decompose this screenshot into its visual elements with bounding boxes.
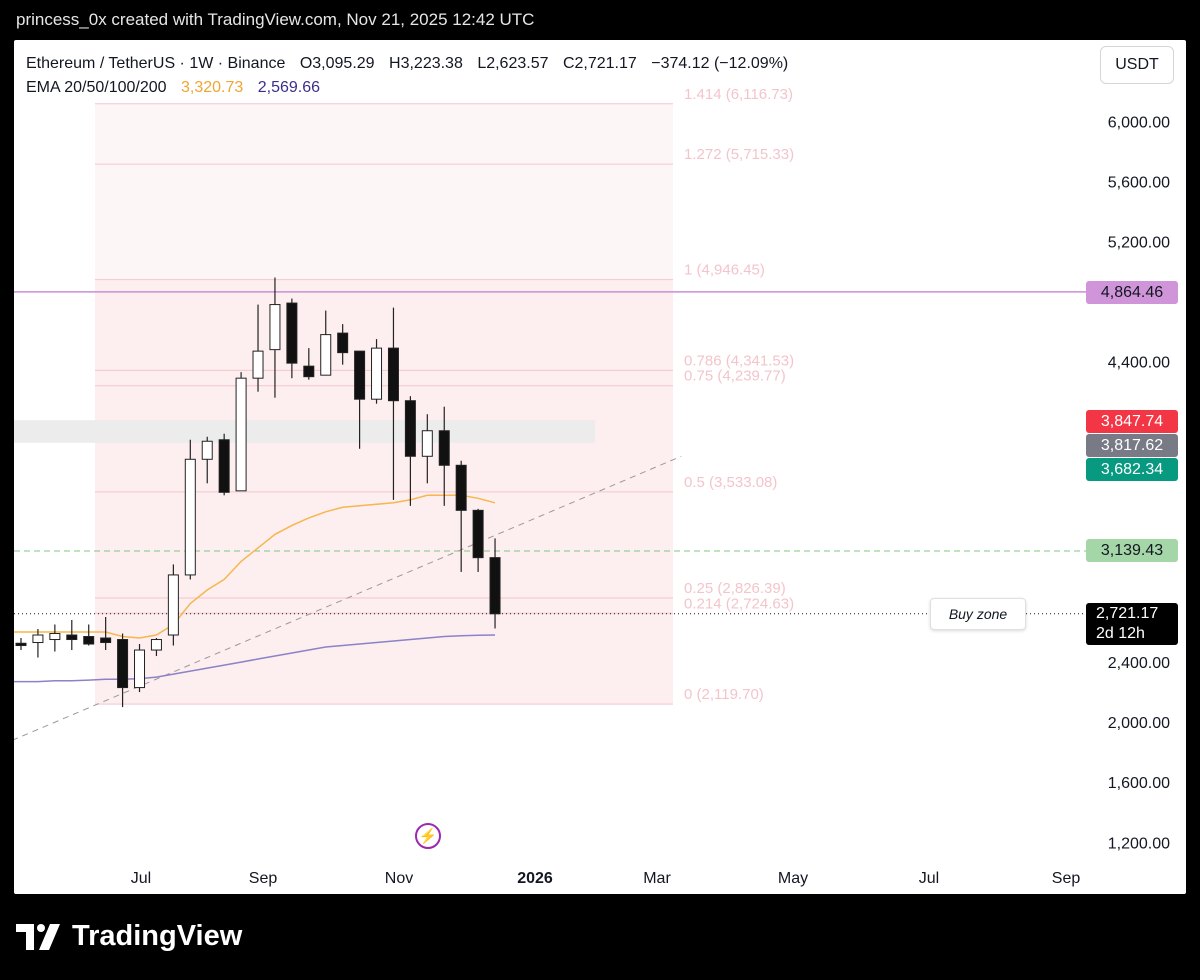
candle-body — [66, 634, 78, 641]
candle-body — [150, 639, 162, 651]
y-axis-tick-label: 5,600.00 — [1108, 174, 1170, 191]
tv-logo-icon — [16, 923, 60, 950]
fib-level-label: 0 (2,119.70) — [684, 686, 764, 703]
candle-body — [235, 377, 247, 492]
candle-body — [100, 637, 112, 644]
candle-body — [438, 430, 450, 466]
chart-canvas[interactable]: 1.414 (6,116.73) 1.272 (5,715.33) 1 (4,946… — [14, 40, 1186, 894]
x-axis-tick-label: Mar — [643, 870, 671, 887]
candle-body — [167, 574, 179, 636]
ema-value-2: 2,569.66 — [257, 79, 321, 96]
chart-caption: princess_0x created with TradingView.com… — [16, 10, 535, 29]
candle-body — [455, 464, 467, 511]
ohlc-open: O3,095.29 — [299, 55, 375, 72]
fib-level-label: 0.25 (2,826.39) — [684, 580, 786, 597]
y-axis-tick-label: 1,600.00 — [1108, 775, 1170, 792]
fib-level-label: 1.272 (5,715.33) — [684, 146, 794, 163]
last-price-badge: 2,721.17 2d 12h — [1086, 603, 1178, 645]
brand-name: TradingView — [72, 920, 243, 952]
y-axis-tick-label: 1,200.00 — [1108, 835, 1170, 852]
x-axis-tick-label: Jul — [131, 870, 151, 887]
candle-body — [489, 557, 501, 615]
y-axis-tick-label: 2,400.00 — [1108, 655, 1170, 672]
candle-body — [303, 365, 315, 378]
trend-line — [14, 455, 682, 741]
fib-level-label: 0.214 (2,724.63) — [684, 595, 794, 612]
ema-value-1: 3,320.73 — [181, 79, 244, 96]
candle-body — [15, 642, 27, 647]
x-axis-tick-label: Nov — [385, 870, 413, 887]
candle-body — [218, 439, 230, 493]
ohlc-change: −374.12 (−12.09%) — [651, 55, 789, 72]
candle-body — [184, 458, 196, 576]
candle-body — [472, 509, 484, 559]
ohlc-close: C2,721.17 — [562, 55, 637, 72]
chart-legend: Ethereum / TetherUS · 1W · Binance O3,09… — [26, 52, 788, 100]
y-axis-tick-label: 4,400.00 — [1108, 355, 1170, 372]
bar-countdown: 2d 12h — [1096, 625, 1145, 642]
price-badge-grey: 3,817.62 — [1086, 434, 1178, 457]
fib-extension-zone — [95, 103, 673, 280]
x-axis-tick-label: Sep — [249, 870, 278, 887]
tradingview-logo: TradingView — [16, 920, 242, 953]
candle-body — [354, 350, 366, 400]
x-axis-tick-label: May — [778, 870, 808, 887]
y-axis-tick-label: 6,000.00 — [1108, 114, 1170, 131]
ohlc-low: L2,623.57 — [477, 55, 549, 72]
candle-body — [421, 430, 433, 457]
ema-fast-line — [14, 494, 496, 639]
chart-panel[interactable]: 1.414 (6,116.73) 1.272 (5,715.33) 1 (4,946… — [14, 40, 1186, 894]
candle-body — [134, 649, 146, 689]
candle-body — [252, 350, 264, 379]
candle-body — [269, 304, 281, 351]
ema-indicator-label[interactable]: EMA 20/50/100/200 — [26, 79, 167, 96]
fib-level-label: 0.786 (4,341.53) — [684, 352, 794, 369]
x-axis-tick-label: Sep — [1052, 870, 1081, 887]
symbol-name[interactable]: Ethereum / TetherUS · 1W · Binance — [26, 55, 286, 72]
currency-button[interactable]: USDT — [1100, 46, 1174, 84]
candle-body — [83, 636, 95, 645]
fib-level-label: 0.5 (3,533.08) — [684, 474, 777, 491]
fib-level-label: 0.75 (4,239.77) — [684, 368, 786, 385]
candle-body — [320, 334, 332, 376]
price-badge-green: 3,139.43 — [1086, 539, 1178, 562]
price-badge-red: 3,847.74 — [1086, 410, 1178, 433]
grey-zone — [14, 420, 595, 443]
candle-body — [404, 400, 416, 457]
y-axis-tick-label: 2,000.00 — [1108, 715, 1170, 732]
candle-body — [49, 633, 61, 641]
price-badge-violet: 4,864.46 — [1086, 281, 1178, 304]
candle-body — [32, 634, 44, 644]
fib-level-label: 1.414 (6,116.73) — [684, 86, 793, 103]
x-axis-tick-label: Jul — [919, 870, 939, 887]
last-price-value: 2,721.17 — [1096, 605, 1159, 622]
candle-body — [117, 639, 129, 689]
ema-slow-line — [14, 634, 496, 683]
candle-body — [371, 347, 383, 400]
fib-level-label: 1 (4,946.45) — [684, 262, 765, 279]
candle-body — [337, 332, 349, 354]
candle-body — [387, 347, 399, 402]
candle-body — [201, 440, 213, 460]
lightning-icon[interactable]: ⚡ — [415, 823, 441, 849]
buy-zone-callout[interactable]: Buy zone — [930, 598, 1026, 630]
x-axis-tick-label: 2026 — [517, 870, 553, 887]
candle-body — [286, 302, 298, 364]
price-badge-teal: 3,682.34 — [1086, 458, 1178, 481]
y-axis-tick-label: 5,200.00 — [1108, 234, 1170, 251]
ohlc-high: H3,223.38 — [389, 55, 463, 72]
